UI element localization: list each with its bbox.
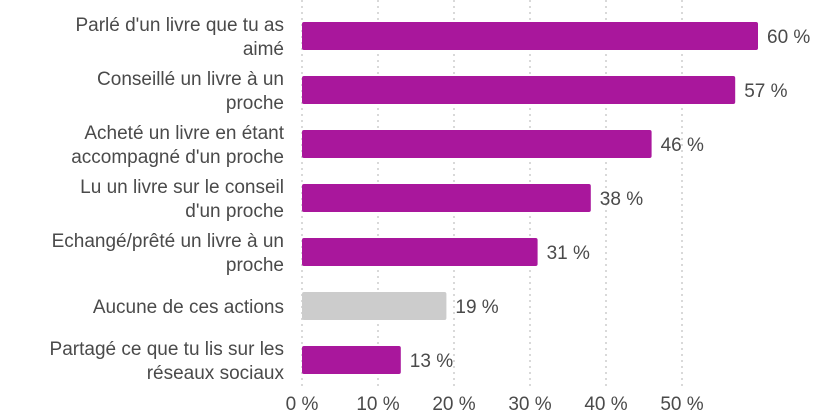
value-label-3: 38 % <box>600 189 643 210</box>
bars <box>302 22 758 374</box>
bar-3 <box>302 184 591 212</box>
category-label-0: Parlé d'un livre que tu as aimé <box>75 15 284 60</box>
value-label-5: 19 % <box>455 297 498 318</box>
tick-label-0: 0 % <box>286 394 319 412</box>
tick-label-20: 20 % <box>432 394 475 412</box>
category-label-2: Acheté un livre en étant accompagné d'un … <box>71 123 284 168</box>
category-label-6: Partagé ce que tu lis sur les réseaux soc… <box>50 339 285 384</box>
tick-label-30: 30 % <box>508 394 551 412</box>
bar-0 <box>302 22 758 50</box>
category-label-5: Aucune de ces actions <box>93 297 284 318</box>
bar-4 <box>302 238 538 266</box>
tick-label-40: 40 % <box>584 394 627 412</box>
value-label-1: 57 % <box>744 81 787 102</box>
tick-label-50: 50 % <box>660 394 703 412</box>
value-label-0: 60 % <box>767 27 810 48</box>
bar-2 <box>302 130 652 158</box>
value-labels: 60 % 57 % 46 % 38 % 31 % 19 % 13 % <box>410 27 811 372</box>
category-labels: Parlé d'un livre que tu as aimé Conseillé … <box>50 15 285 384</box>
value-label-4: 31 % <box>547 243 590 264</box>
category-label-1: Conseillé un livre à un proche <box>97 69 284 114</box>
bar-1 <box>302 76 736 104</box>
x-axis-ticks: 0 % 10 % 20 % 30 % 40 % 50 % <box>286 394 704 412</box>
value-label-2: 46 % <box>661 135 704 156</box>
tick-label-10: 10 % <box>356 394 399 412</box>
bar-5 <box>302 292 447 320</box>
bar-6 <box>302 346 401 374</box>
category-label-4: Echangé/prêté un livre à un proche <box>52 231 284 276</box>
category-label-3: Lu un livre sur le conseil d'un proche <box>80 177 284 222</box>
value-label-6: 13 % <box>410 351 453 372</box>
